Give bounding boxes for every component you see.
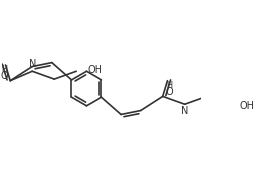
Text: N: N (181, 106, 188, 115)
Text: H: H (1, 65, 7, 74)
Text: O: O (0, 71, 8, 81)
Text: OH: OH (240, 101, 254, 111)
Text: N: N (28, 59, 36, 69)
Text: O: O (165, 87, 173, 97)
Text: H: H (166, 81, 172, 90)
Text: OH: OH (87, 65, 102, 75)
